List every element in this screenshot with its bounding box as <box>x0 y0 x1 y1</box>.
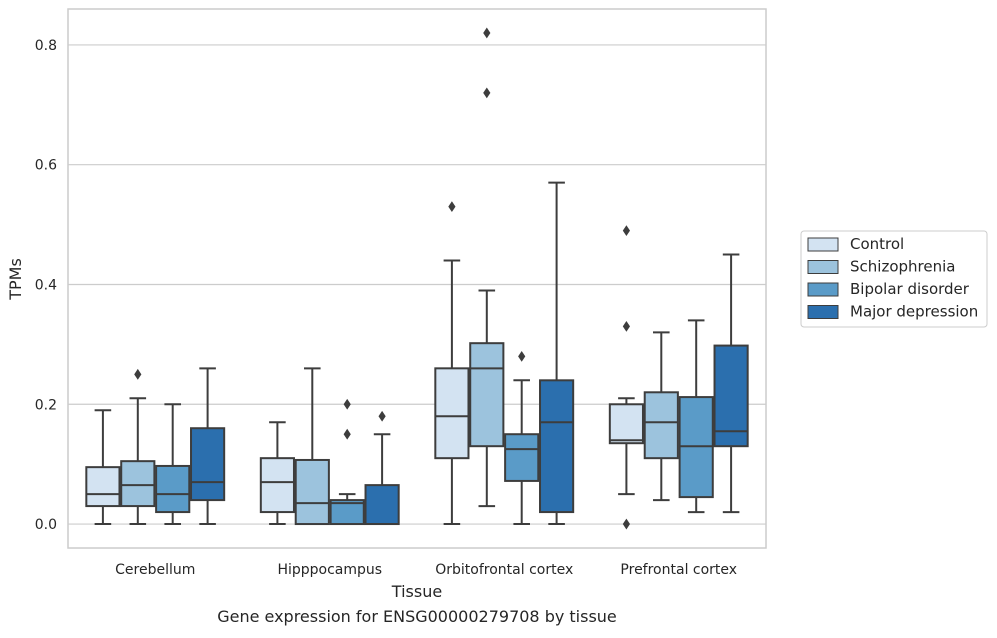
plot-area: 0.0 0.2 0.4 0.6 0.8 Cerebellum Hipppocampus Orb… <box>35 8 767 578</box>
box-group <box>329 398 365 526</box>
box-group <box>190 367 226 526</box>
outlier-point <box>518 350 526 362</box>
outlier-point <box>134 368 142 380</box>
legend-label: Schizophrenia <box>850 258 955 276</box>
box <box>155 464 191 514</box>
legend-swatch <box>807 282 839 297</box>
legend-swatch <box>807 260 839 274</box>
box-group <box>713 253 749 514</box>
legend-label: Control <box>850 235 904 253</box>
outlier-point <box>622 321 630 332</box>
y-tick-label: 0.6 <box>35 158 57 174</box>
x-tick-label: Prefrontal cortex <box>620 562 737 578</box>
legend-label: Major depression <box>850 303 978 321</box>
box-group <box>504 350 540 526</box>
chart-caption: Gene expression for ENSG00000279708 by t… <box>217 607 617 626</box>
box-group <box>364 410 400 526</box>
box-group <box>294 367 330 526</box>
legend-swatch <box>807 305 839 319</box>
box <box>259 457 295 514</box>
box <box>294 458 330 526</box>
y-tick-label: 0.4 <box>35 277 57 293</box>
box-group <box>539 181 575 526</box>
box <box>643 391 679 460</box>
box <box>469 342 505 448</box>
x-tick-label: Hipppocampus <box>277 562 382 578</box>
outlier-point <box>622 225 630 236</box>
box-group <box>469 27 505 508</box>
box <box>329 499 365 526</box>
outlier-point <box>448 201 456 213</box>
legend-swatch <box>807 237 839 252</box>
box <box>608 403 644 445</box>
y-tick-label: 0.8 <box>35 38 57 54</box>
box <box>364 484 400 526</box>
outlier-point <box>343 398 351 410</box>
outlier-point <box>483 87 491 99</box>
plot-frame <box>67 8 767 549</box>
box-group <box>643 331 679 502</box>
box <box>539 379 575 514</box>
x-tick-label: Cerebellum <box>115 562 195 578</box>
box <box>85 466 121 508</box>
x-tick-label: Orbitofrontal cortex <box>435 562 573 578</box>
y-tick-label: 0.2 <box>35 397 57 413</box>
box-group <box>85 409 121 526</box>
box <box>190 427 226 502</box>
legend-label: Bipolar disorder <box>850 280 970 298</box>
y-tick-label: 0.0 <box>35 517 57 533</box>
outlier-point <box>483 27 491 39</box>
legend: Control Schizophrenia Bipolar disorder Majo… <box>800 230 988 328</box>
box <box>120 460 156 508</box>
box <box>434 367 470 460</box>
x-axis-label: Tissue <box>391 582 442 601</box>
outlier-point <box>343 428 351 440</box>
box-group <box>155 403 191 526</box>
box-group <box>608 225 644 530</box>
outlier-point <box>622 518 630 530</box>
box-group <box>678 319 714 514</box>
box-group <box>259 421 295 526</box>
box <box>713 344 749 448</box>
legend-frame <box>800 230 988 328</box>
outlier-point <box>378 410 386 422</box>
box-group <box>120 368 156 526</box>
box <box>504 433 540 482</box>
y-axis-label: TPMs <box>6 258 25 301</box>
box-group <box>434 201 470 526</box>
